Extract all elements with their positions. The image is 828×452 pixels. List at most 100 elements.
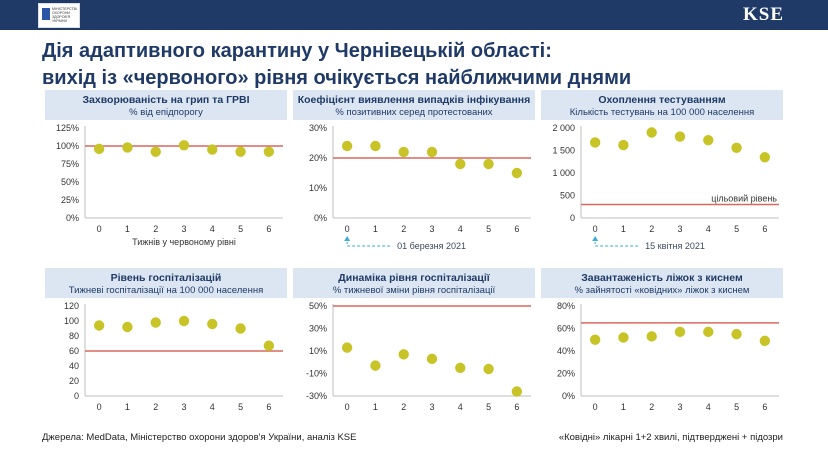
- data-point: [263, 146, 275, 157]
- data-point: [703, 134, 714, 146]
- data-point: [483, 363, 494, 375]
- trident-icon: [42, 8, 50, 20]
- chart-subtitle: % тижневої зміни рівня госпіталізації: [333, 285, 496, 296]
- y-tick-label: 0%: [314, 213, 327, 223]
- x-tick-label: 0: [345, 402, 350, 412]
- x-tick-label: 3: [429, 402, 434, 412]
- y-tick-label: 30%: [309, 324, 327, 334]
- data-point: [483, 158, 494, 170]
- footnote: «Ковідні» лікарні 1+2 хвилі, підтверджен…: [558, 432, 783, 443]
- chart-hospitalization-level: Рівень госпіталізацій Тижневі госпіталіза…: [45, 268, 287, 436]
- page-title-line-1: Дія адаптивного карантину у Чернівецькій…: [42, 40, 552, 62]
- x-tick-label: 0: [593, 402, 598, 412]
- data-point: [426, 353, 438, 365]
- source-note: Джерела: MedData, Міністерство охорони з…: [42, 432, 357, 443]
- x-tick-label: 1: [621, 224, 626, 234]
- x-tick-label: 4: [458, 224, 463, 234]
- x-axis-label: Тижнів у червоному рівні: [132, 237, 236, 247]
- chart-svg: Завантаженість ліжок з киснем% зайнятост…: [541, 268, 783, 412]
- chart-flu-incidence: Захворюваність на грип та ГРВІ% від епід…: [45, 90, 287, 258]
- chart-hospitalization-dynamics: Динаміка рівня госпіталізації% тижневої …: [293, 268, 535, 436]
- annotation-label: 15 квітня 2021: [645, 241, 705, 251]
- data-point: [646, 127, 657, 138]
- x-tick-label: 5: [486, 224, 491, 234]
- chart-subtitle: Кількість тестувань на 100 000 населення: [570, 107, 755, 118]
- y-tick-label: 80: [69, 331, 79, 341]
- y-tick-label: 1 000: [552, 168, 575, 178]
- data-point: [731, 142, 742, 153]
- x-tick-label: 0: [97, 402, 102, 412]
- chart-header-band: [293, 90, 535, 120]
- y-tick-label: 20%: [309, 153, 327, 163]
- chart-svg: Захворюваність на грип та ГРВІ% від епід…: [45, 90, 287, 247]
- chart-subtitle: Тижневі госпіталізації на 100 000 населе…: [69, 285, 263, 296]
- y-tick-label: 60: [69, 346, 79, 356]
- x-tick-label: 4: [706, 402, 711, 412]
- data-point: [759, 152, 771, 163]
- x-tick-label: 3: [181, 224, 186, 234]
- data-point: [398, 349, 409, 360]
- data-point: [93, 143, 105, 155]
- data-point: [122, 321, 133, 333]
- x-tick-label: 2: [153, 224, 158, 234]
- x-tick-label: 0: [345, 224, 350, 234]
- data-point: [150, 317, 161, 328]
- data-point: [235, 146, 246, 157]
- data-point: [618, 332, 629, 343]
- data-point: [646, 331, 657, 342]
- x-tick-label: 5: [238, 224, 243, 234]
- data-point: [263, 340, 275, 351]
- y-tick-label: 50%: [61, 177, 79, 187]
- chart-header-band: [541, 90, 783, 120]
- data-point: [731, 328, 742, 340]
- y-tick-label: 100%: [56, 141, 79, 151]
- y-tick-label: 50%: [309, 301, 327, 311]
- chart-header-band: [541, 268, 783, 298]
- chart-svg: Коефіцієнт виявлення випадків інфікуванн…: [293, 90, 535, 251]
- annotation-arrowhead: [592, 236, 599, 241]
- y-tick-label: -30%: [306, 391, 327, 401]
- x-tick-label: 4: [210, 402, 215, 412]
- y-tick-label: 1 500: [552, 146, 575, 156]
- data-point: [703, 326, 714, 338]
- chart-title: Завантаженість ліжок з киснем: [581, 272, 743, 284]
- chart-title: Коефіцієнт виявлення випадків інфікуванн…: [298, 94, 531, 106]
- x-tick-label: 2: [153, 402, 158, 412]
- x-tick-label: 0: [97, 224, 102, 234]
- threshold-label: цільовий рівень: [711, 194, 777, 204]
- y-tick-label: 10%: [309, 346, 327, 356]
- x-tick-label: 5: [734, 402, 739, 412]
- data-point: [511, 386, 523, 397]
- x-tick-label: 3: [429, 224, 434, 234]
- x-tick-label: 1: [125, 224, 130, 234]
- data-point: [150, 146, 161, 157]
- x-tick-label: 1: [373, 224, 378, 234]
- y-tick-label: 10%: [309, 183, 327, 193]
- y-tick-label: 2 000: [552, 123, 575, 133]
- chart-title: Рівень госпіталізацій: [111, 272, 222, 284]
- y-tick-label: 0: [570, 213, 575, 223]
- x-tick-label: 6: [762, 402, 767, 412]
- chart-title: Захворюваність на грип та ГРВІ: [82, 94, 249, 106]
- y-tick-label: 40%: [557, 346, 575, 356]
- x-tick-label: 4: [210, 224, 215, 234]
- kse-logo: KSE: [742, 4, 784, 25]
- top-bar: Міністерство охорони здоров'я України KS…: [0, 0, 828, 30]
- x-tick-label: 2: [649, 402, 654, 412]
- data-point: [398, 146, 409, 158]
- data-point: [178, 315, 190, 327]
- chart-title: Динаміка рівня госпіталізації: [338, 272, 490, 284]
- x-tick-label: 4: [458, 402, 463, 412]
- annotation-label: 01 березня 2021: [397, 241, 466, 251]
- y-tick-label: 40: [69, 361, 79, 371]
- data-point: [178, 140, 190, 151]
- x-tick-label: 6: [514, 224, 519, 234]
- chart-positivity-rate: Коефіцієнт виявлення випадків інфікуванн…: [293, 90, 535, 258]
- chart-header-band: [293, 268, 535, 298]
- x-tick-label: 1: [621, 402, 626, 412]
- data-point: [235, 323, 246, 334]
- y-tick-label: 25%: [61, 195, 79, 205]
- x-tick-label: 2: [649, 224, 654, 234]
- x-tick-label: 2: [401, 402, 406, 412]
- x-tick-label: 2: [401, 224, 406, 234]
